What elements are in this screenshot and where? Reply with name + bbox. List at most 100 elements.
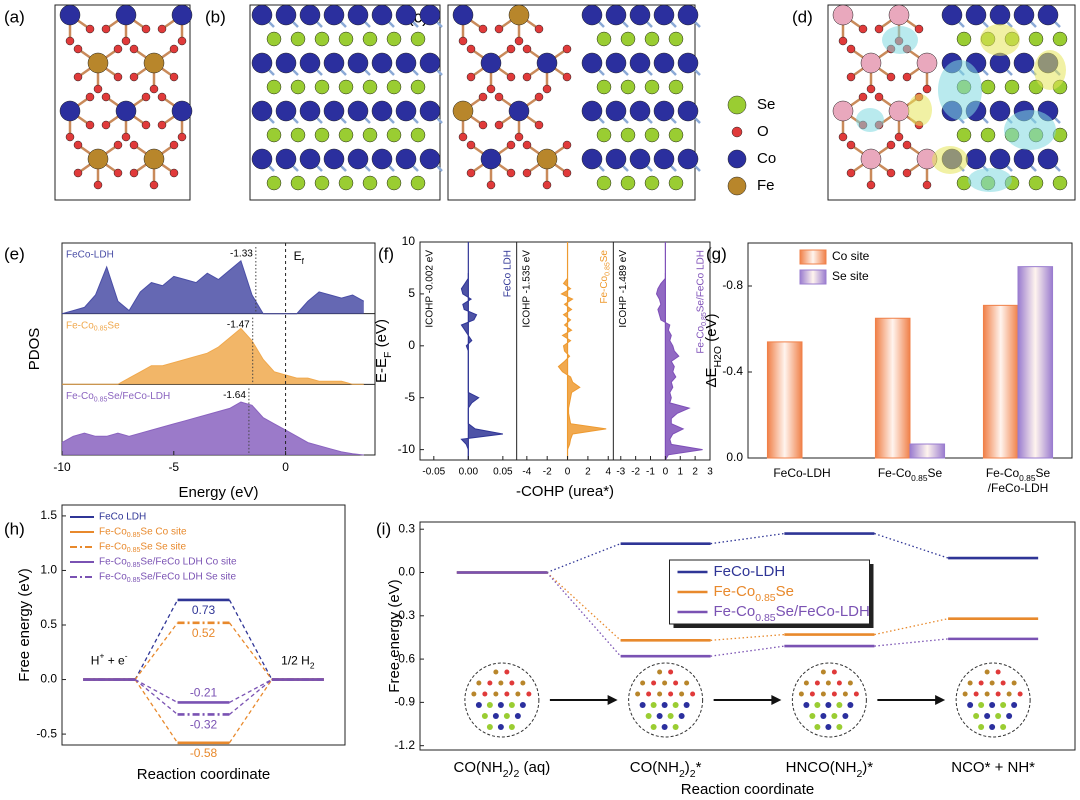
atom xyxy=(169,44,179,54)
atom xyxy=(275,52,297,74)
atom xyxy=(504,691,510,697)
plot-frame xyxy=(419,241,711,461)
connector xyxy=(228,622,273,680)
atom xyxy=(894,132,904,142)
atom xyxy=(803,680,809,686)
atom xyxy=(668,669,674,675)
y-tick-label: 0.3 xyxy=(398,521,415,535)
x-tick-label: FeCo-LDH xyxy=(773,466,830,480)
atom xyxy=(395,4,417,26)
atom xyxy=(838,132,848,142)
atom xyxy=(395,100,417,122)
atom xyxy=(480,148,502,170)
atom xyxy=(902,140,912,150)
atom xyxy=(656,713,663,719)
atom xyxy=(853,691,859,697)
charge-density xyxy=(1004,110,1056,150)
atom xyxy=(956,127,972,143)
atom xyxy=(314,31,330,47)
charge-density xyxy=(882,26,918,54)
atom xyxy=(596,79,612,95)
y-tick-label: 0.0 xyxy=(726,450,743,464)
atom xyxy=(314,127,330,143)
atom xyxy=(629,148,651,170)
y-axis-label: Free energy (eV) xyxy=(16,568,33,681)
atom xyxy=(519,702,526,708)
atom xyxy=(677,148,699,170)
y-tick-label: -0.5 xyxy=(36,726,57,740)
atom xyxy=(668,175,684,191)
structure-frame xyxy=(447,4,696,201)
atom xyxy=(323,52,345,74)
atom xyxy=(494,92,504,102)
atom xyxy=(478,24,488,34)
atom xyxy=(266,31,282,47)
atom xyxy=(653,148,675,170)
y-tick-label: 5 xyxy=(408,286,415,300)
atom xyxy=(514,713,521,719)
atom xyxy=(678,713,685,719)
atom xyxy=(874,92,884,102)
atom xyxy=(1017,691,1023,697)
atom xyxy=(466,140,476,150)
atom xyxy=(1000,680,1006,686)
x-axis-label: Reaction coordinate xyxy=(137,766,270,783)
atom xyxy=(323,100,345,122)
atom xyxy=(562,168,572,178)
data-label: -0.32 xyxy=(190,718,218,732)
connector xyxy=(546,572,622,657)
atom xyxy=(645,713,652,719)
atom xyxy=(1011,680,1017,686)
atom xyxy=(1028,175,1044,191)
legend-atom xyxy=(727,95,747,115)
bar xyxy=(874,317,911,459)
series-label: Fe-Co0.85Se xyxy=(66,320,120,333)
x-tick-label: -2 xyxy=(631,467,640,478)
atom xyxy=(1052,31,1068,47)
atom xyxy=(169,140,179,150)
atom xyxy=(635,691,641,697)
atom xyxy=(534,24,544,34)
atom xyxy=(984,713,991,719)
atom xyxy=(965,4,987,26)
atom xyxy=(504,669,510,675)
atom xyxy=(508,702,515,708)
atom xyxy=(506,44,516,54)
atom xyxy=(860,52,882,74)
atom xyxy=(644,175,660,191)
atom xyxy=(149,180,159,190)
atom xyxy=(651,680,657,686)
panel-label: (i) xyxy=(376,519,391,538)
y-tick-label: 1.0 xyxy=(40,563,57,577)
atom xyxy=(85,24,95,34)
legend-label: FeCo-LDH xyxy=(714,563,786,580)
atom xyxy=(347,148,369,170)
atom xyxy=(143,52,165,74)
atom xyxy=(141,92,151,102)
atom xyxy=(858,24,868,34)
atom xyxy=(101,92,111,102)
atom xyxy=(121,36,131,46)
connector xyxy=(546,543,621,574)
atom xyxy=(668,127,684,143)
atom xyxy=(605,100,627,122)
atom xyxy=(59,4,81,26)
legend-atom xyxy=(727,149,747,169)
atom xyxy=(371,100,393,122)
charge-density xyxy=(980,24,1020,56)
atom xyxy=(338,79,354,95)
atom xyxy=(169,168,179,178)
atom xyxy=(251,148,273,170)
atom xyxy=(508,724,515,730)
atom xyxy=(989,680,995,686)
atom xyxy=(657,691,663,697)
legend-label: Co site xyxy=(832,249,870,263)
atom xyxy=(831,713,838,719)
atom xyxy=(1037,4,1059,26)
atom xyxy=(486,702,493,708)
atom xyxy=(497,724,504,730)
band-center-label: -1.64 xyxy=(223,390,246,401)
atom xyxy=(115,4,137,26)
atom xyxy=(101,120,111,130)
atom xyxy=(846,44,856,54)
